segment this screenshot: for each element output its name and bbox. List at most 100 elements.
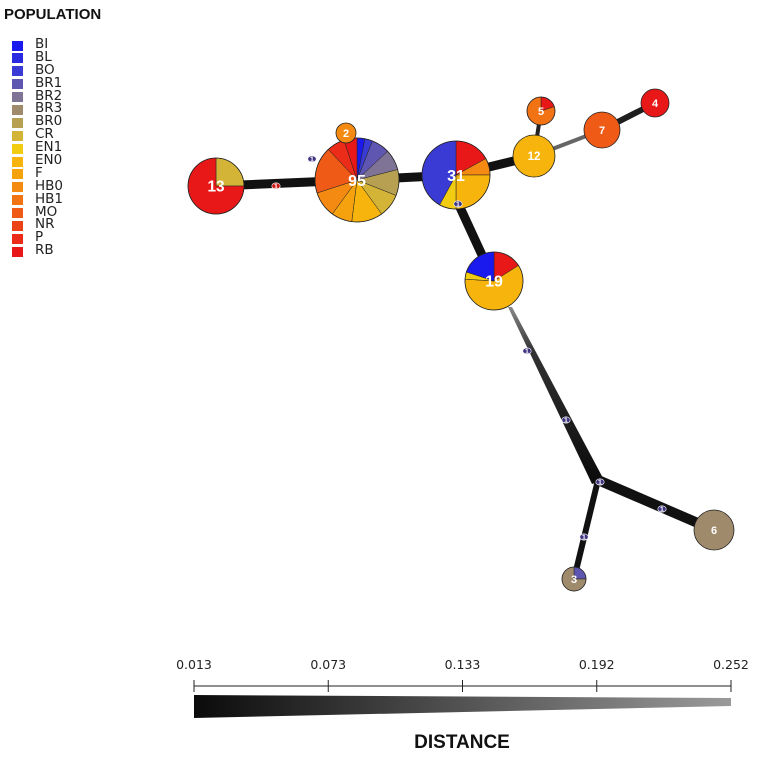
legend-swatch [12,117,23,128]
node-outline [693,509,735,551]
node-outline [561,566,587,592]
network-edge [596,475,716,535]
haplotype-node-2: 2 [335,122,357,144]
node-outline [335,122,357,144]
legend-label: BI [35,36,49,52]
node-label: 13 [207,179,224,196]
legend-label: BR2 [35,87,63,104]
legend-swatch [12,53,23,64]
node-label: 2 [343,128,349,140]
edge-label-badge [271,182,281,190]
edge-label-badge [453,200,463,208]
scale-tick-label: 0.252 [713,657,749,672]
node-label: 31 [447,168,465,185]
node-outline [464,251,524,311]
node-label: 6 [711,525,717,537]
edge-label-text: 1 [310,156,314,163]
edge-label: 1 [271,182,281,190]
edge-label-badge [579,533,589,541]
edge-label-text: 1 [525,348,529,355]
distance-gradient-bar [194,695,731,718]
distance-scale: 0.013 0.073 0.133 0.192 0.252 DISTANCE [176,657,749,753]
haplotype-node-6: 6 [693,509,735,551]
node-outline [187,157,245,215]
pie-slice [641,89,669,117]
edge-label-badge [595,478,605,486]
edge-label: 1 [657,505,667,513]
edge-label-text: 1 [660,506,664,513]
node-outline [314,137,400,223]
legend-label: BR3 [35,100,63,117]
scale-tick-label: 0.192 [579,657,615,672]
legend-swatch [12,156,23,167]
haplotype-node-19: 19 [464,251,524,311]
scale-tick-label: 0.013 [176,657,212,672]
node-label: 19 [485,274,503,291]
edge-label: 1 [307,155,317,163]
node-outline [526,96,556,126]
legend-swatch [12,246,23,257]
pie-slice [513,135,555,177]
haplotype-node-3: 3 [561,566,587,592]
legend-swatch [12,182,23,193]
legend-title: POPULATION [4,6,102,23]
edge-label-badge [522,347,532,355]
node-outline [640,88,670,118]
edge-label-text: 1 [456,201,460,208]
legend-label: BR1 [35,74,63,91]
haplotype-node-95: 95 [314,137,400,223]
legend-label: BL [35,48,52,65]
legend-swatch [12,220,23,231]
legend-label: EN1 [35,139,63,156]
scale-tick-label: 0.073 [310,657,346,672]
legend-label: CR [35,126,54,143]
node-label: 95 [348,173,366,190]
scale-title: DISTANCE [414,732,510,753]
legend-label: HB0 [35,177,64,194]
legend-label: BR0 [35,113,63,130]
legend-label: MO [35,203,58,220]
haplotype-node-4: 4 [640,88,670,118]
edge-label-text: 1 [598,479,602,486]
legend-swatch [12,66,23,77]
legend-swatch [12,169,23,180]
haplotype-node-5: 5 [526,96,556,126]
haplotype-node-12: 12 [512,134,556,178]
node-outline [421,140,491,210]
pie-slice [336,123,356,143]
legend-swatch [12,40,23,51]
edge-labels: 1 1 1 1 1 1 1 1 [271,155,667,541]
haplotype-node-31: 31 [421,140,491,210]
legend-label: BO [35,61,55,78]
scale-tick-label: 0.133 [445,657,481,672]
legend-swatch [12,143,23,154]
haplotype-node-7: 7 [583,111,621,149]
edge-label-text: 1 [274,183,278,190]
edge-label-badge [561,416,571,424]
edge-label-text: 1 [582,534,586,541]
legend-label: HB1 [35,190,64,207]
legend-swatch [12,92,23,103]
legend-label: P [35,229,44,246]
node-outline [583,111,621,149]
legend-swatch [12,195,23,206]
node-label: 3 [571,574,577,586]
node-label: 12 [528,151,541,163]
pie-slice [584,112,620,148]
edge-label-badge [307,155,317,163]
legend-label: EN0 [35,152,63,169]
node-outline [512,134,556,178]
legend-label: RB [35,242,54,259]
node-label: 5 [538,106,544,118]
node-label: 4 [652,98,659,110]
edge-label: 1 [595,478,605,486]
legend-swatch [12,233,23,244]
legend-swatch [12,104,23,115]
network-edge [571,479,601,580]
edge-label-badge [657,505,667,513]
edge-label: 1 [561,416,571,424]
network-edge [508,307,604,484]
edge-label: 1 [453,200,463,208]
legend-label: NR [35,216,55,233]
